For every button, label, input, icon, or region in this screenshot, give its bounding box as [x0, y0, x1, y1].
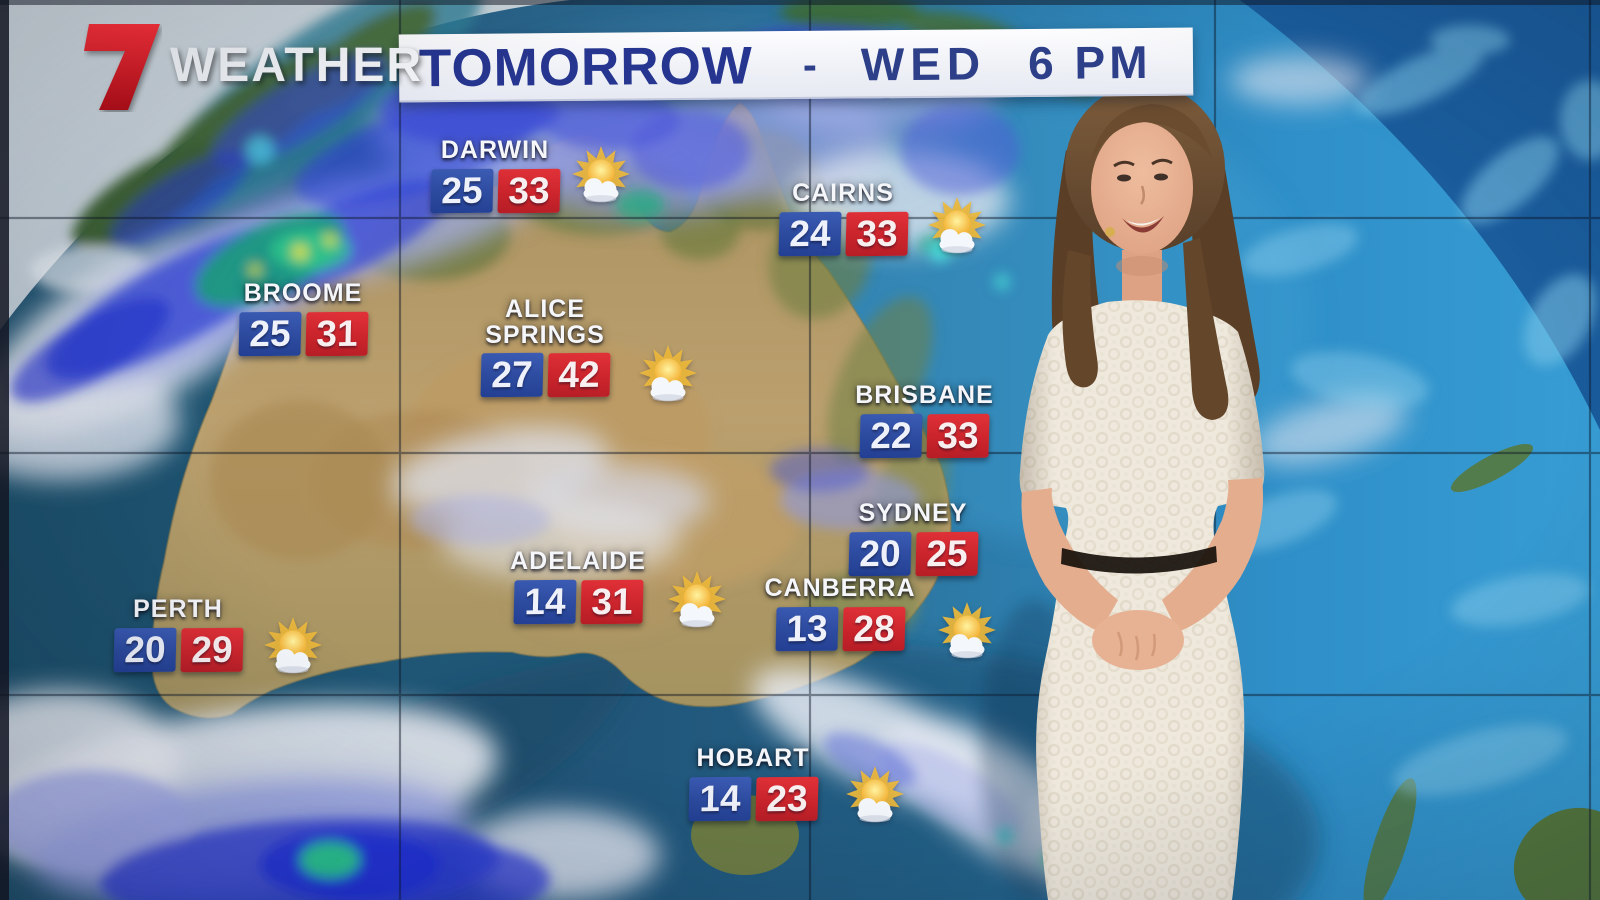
min-temp-box: 25 [237, 311, 302, 356]
city-forecast-cairns: CAIRNS 24 33 [758, 179, 928, 256]
city-name: SYDNEY [858, 499, 968, 527]
max-temp-box: 33 [844, 211, 909, 256]
city-name: PERTH [133, 595, 223, 623]
sun-behind-cloud-icon [842, 766, 908, 826]
city-forecast-sydney: SYDNEY 20 25 [838, 499, 988, 576]
city-forecast-adelaide: ADELAIDE 14 31 [498, 547, 658, 624]
program-title: WEATHER [170, 39, 424, 92]
city-name: ADELAIDE [510, 547, 646, 575]
city-forecast-alice-springs: ALICE SPRINGS 27 42 [465, 295, 625, 398]
belt [1061, 546, 1217, 574]
city-name: CAIRNS [792, 179, 894, 207]
sun-behind-cloud-icon [664, 571, 730, 631]
min-temp-box: 27 [479, 352, 544, 398]
city-name: DARWIN [440, 136, 550, 164]
wall-top-bezel [0, 0, 1600, 5]
temperature-boxes: 14 23 [674, 776, 832, 821]
max-temp-box: 42 [546, 352, 611, 398]
temperature-boxes: 27 42 [465, 352, 625, 398]
temperature-boxes: 24 33 [758, 211, 928, 256]
temperature-boxes: 13 28 [752, 606, 928, 651]
islands-east [1363, 443, 1600, 900]
min-temp-box: 14 [687, 776, 752, 821]
min-temp-box: 14 [512, 579, 577, 624]
min-temp-box: 13 [774, 606, 839, 651]
min-temp-box: 20 [847, 531, 912, 576]
temperature-boxes: 20 29 [102, 627, 254, 672]
city-name: CANBERRA [764, 574, 916, 602]
seven-network-logo [84, 24, 160, 110]
weather-presenter [980, 84, 1265, 900]
temperature-boxes: 25 31 [228, 311, 378, 356]
city-forecast-hobart: HOBART 14 23 [674, 744, 832, 821]
sun-behind-cloud-icon [635, 345, 701, 405]
min-temp-box: 24 [777, 211, 842, 256]
max-temp-box: 31 [579, 579, 644, 624]
city-forecast-perth: PERTH 20 29 [102, 595, 254, 672]
city-name: BROOME [243, 279, 363, 307]
city-name: HOBART [696, 744, 810, 772]
sun-behind-cloud-icon [260, 617, 326, 677]
globe-edge-northeast [1240, 0, 1600, 430]
max-temp-box: 31 [304, 311, 369, 356]
forecast-banner: TOMORROW - WED 6 PM [398, 27, 1194, 103]
min-temp-box: 20 [112, 627, 177, 672]
max-temp-box: 33 [496, 168, 561, 213]
city-forecast-darwin: DARWIN 25 33 [420, 136, 570, 213]
presenter-hair-front [1062, 238, 1229, 420]
max-temp-box: 29 [179, 627, 244, 672]
city-forecast-brisbane: BRISBANE 22 33 [852, 381, 997, 458]
max-temp-box: 28 [841, 606, 906, 651]
min-temp-box: 25 [429, 168, 494, 213]
city-name: BRISBANE [855, 381, 994, 409]
temperature-boxes: 14 31 [498, 579, 658, 624]
presenter-dress [1019, 300, 1265, 900]
wall-left-bezel [0, 0, 9, 900]
min-temp-box: 22 [859, 413, 923, 458]
city-name: ALICE SPRINGS [485, 295, 605, 349]
max-temp-box: 23 [754, 776, 819, 821]
temperature-boxes: 25 33 [420, 168, 570, 213]
city-forecast-canberra: CANBERRA 13 28 [752, 574, 928, 651]
banner-time: 6 PM [1027, 35, 1152, 89]
banner-title: TOMORROW [418, 35, 754, 98]
sun-behind-cloud-icon [568, 146, 634, 206]
banner-day: WED [860, 37, 987, 91]
globe-edge-northwest [0, 0, 570, 330]
city-forecast-broome: BROOME 25 31 [228, 279, 378, 356]
earring [1105, 227, 1115, 237]
banner-separator: - [802, 40, 818, 88]
